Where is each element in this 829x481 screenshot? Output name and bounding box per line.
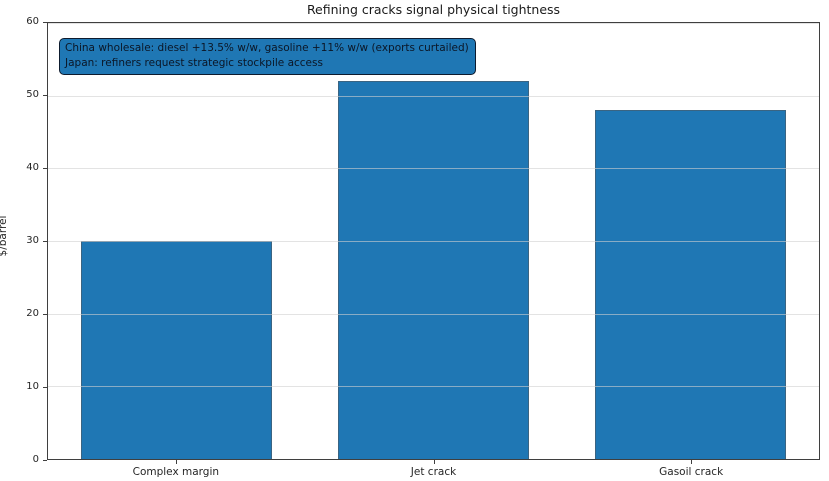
y-tick-mark [43,240,47,242]
y-tick-mark [43,21,47,23]
y-tick-label: 30 [26,235,39,246]
y-tick-label: 0 [32,454,39,465]
bar-jet-crack [338,81,529,459]
x-tick-label-complex-margin: Complex margin [132,466,220,478]
bar-complex-margin [81,241,272,459]
annotation-box: China wholesale: diesel +13.5% w/w, gaso… [59,38,476,75]
y-tick-label: 20 [26,308,39,319]
x-tick-mark [433,460,435,464]
y-tick-label: 60 [26,16,39,27]
bar-gasoil-crack [595,110,786,459]
y-tick-mark [43,167,47,169]
y-tick-label: 10 [26,381,39,392]
y-tick-mark [43,386,47,388]
chart-title: Refining cracks signal physical tightnes… [306,2,561,17]
y-tick-mark [43,94,47,96]
x-tick-mark [175,460,177,464]
plot-area: China wholesale: diesel +13.5% w/w, gaso… [47,22,820,460]
gridline [48,23,819,24]
y-axis-label: $/barrel [0,215,9,257]
y-tick-label: 50 [26,89,39,100]
annotation-line-2: Japan: refiners request strategic stockp… [65,56,323,69]
y-tick-mark [43,313,47,315]
annotation-line-1: China wholesale: diesel +13.5% w/w, gaso… [65,42,469,54]
x-tick-label-jet-crack: Jet crack [410,466,457,478]
y-tick-mark [43,459,47,461]
x-tick-label-gasoil-crack: Gasoil crack [659,466,724,478]
y-tick-label: 40 [26,162,39,173]
x-tick-mark [691,460,693,464]
